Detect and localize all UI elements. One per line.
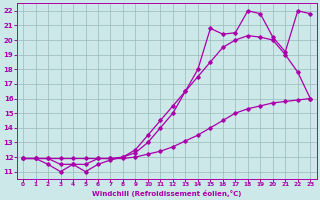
X-axis label: Windchill (Refroidissement éolien,°C): Windchill (Refroidissement éolien,°C) — [92, 190, 241, 197]
